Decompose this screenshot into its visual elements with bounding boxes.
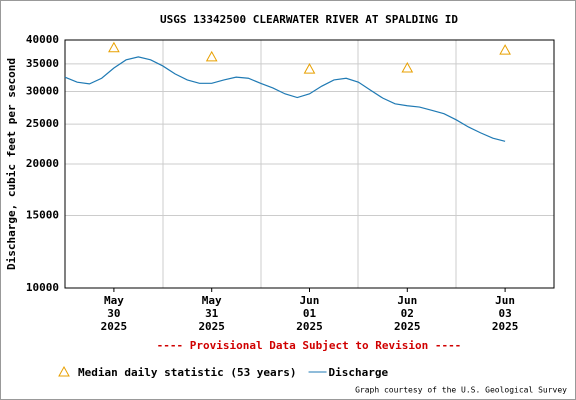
y-tick-label: 10000 — [26, 281, 59, 294]
chart-title: USGS 13342500 CLEARWATER RIVER AT SPALDI… — [160, 13, 458, 26]
x-tick-label: 30 — [107, 307, 120, 320]
x-tick-label: 2025 — [296, 320, 323, 333]
y-tick-label: 20000 — [26, 157, 59, 170]
legend-label: Median daily statistic (53 years) — [78, 366, 297, 379]
x-tick-label: 2025 — [101, 320, 128, 333]
legend-marker — [58, 365, 70, 377]
x-tick-label: 03 — [498, 307, 511, 320]
y-tick-label: 25000 — [26, 117, 59, 130]
median-marker — [499, 44, 511, 55]
x-tick-label: Jun — [300, 294, 320, 307]
y-tick-label: 35000 — [26, 57, 59, 70]
x-tick-label: 2025 — [198, 320, 225, 333]
median-marker — [108, 41, 120, 53]
credit: Graph courtesy of the U.S. Geological Su… — [355, 386, 567, 395]
annotation: ---- Provisional Data Subject to Revisio… — [157, 339, 462, 352]
x-tick-label: Jun — [495, 294, 515, 307]
discharge-line — [64, 56, 506, 142]
x-tick-label: May — [104, 294, 124, 307]
median-marker — [401, 61, 414, 73]
y-tick-label: 40000 — [26, 33, 59, 46]
legend-label: Discharge — [329, 366, 389, 379]
x-tick-label: 31 — [205, 307, 219, 320]
x-tick-label: May — [202, 294, 222, 307]
median-marker — [205, 50, 218, 62]
x-tick-label: 2025 — [492, 320, 519, 333]
median-marker — [303, 63, 316, 74]
y-axis-label: Discharge, cubic feet per second — [5, 58, 18, 270]
y-tick-label: 30000 — [26, 84, 59, 97]
y-tick-label: 15000 — [26, 208, 59, 221]
x-tick-label: Jun — [397, 294, 417, 307]
x-tick-label: 02 — [401, 307, 414, 320]
x-tick-label: 01 — [303, 307, 317, 320]
x-tick-label: 2025 — [394, 320, 421, 333]
